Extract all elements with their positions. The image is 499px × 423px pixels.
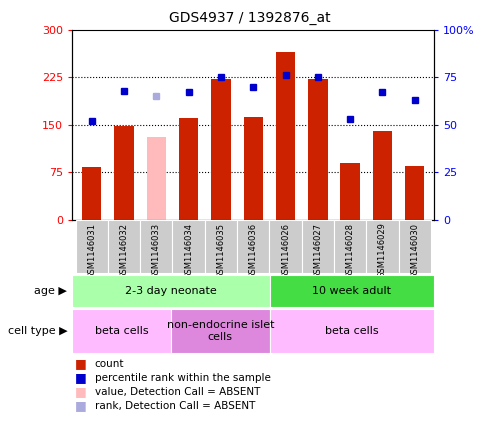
Text: GSM1146031: GSM1146031 [87, 222, 96, 279]
Bar [179, 118, 198, 220]
Bar [276, 52, 295, 220]
Bar [75, 220, 108, 273]
Text: count: count [95, 359, 124, 369]
Text: GSM1146027: GSM1146027 [313, 222, 322, 279]
Text: GSM1146034: GSM1146034 [184, 222, 193, 279]
Bar [205, 220, 237, 273]
Bar [72, 309, 171, 353]
Bar [82, 168, 101, 220]
Text: 2-3 day neonate: 2-3 day neonate [125, 286, 217, 296]
Bar [171, 309, 269, 353]
Text: GSM1146035: GSM1146035 [217, 222, 226, 279]
Bar [269, 275, 434, 307]
Text: GSM1146033: GSM1146033 [152, 222, 161, 279]
Text: ■: ■ [75, 357, 87, 370]
Bar [72, 275, 269, 307]
Bar [269, 309, 434, 353]
Bar [302, 220, 334, 273]
Text: cell type ▶: cell type ▶ [8, 326, 67, 336]
Text: GSM1146032: GSM1146032 [120, 222, 129, 279]
Bar [140, 220, 173, 273]
Text: rank, Detection Call = ABSENT: rank, Detection Call = ABSENT [95, 401, 255, 411]
Bar [340, 163, 360, 220]
Text: GSM1146026: GSM1146026 [281, 222, 290, 279]
Text: ■: ■ [75, 371, 87, 384]
Bar [147, 137, 166, 220]
Bar [405, 166, 425, 220]
Bar [244, 116, 263, 220]
Text: GSM1146036: GSM1146036 [249, 222, 258, 279]
Bar [114, 126, 134, 220]
Text: ■: ■ [75, 399, 87, 412]
Bar [108, 220, 140, 273]
Bar [366, 220, 399, 273]
Text: percentile rank within the sample: percentile rank within the sample [95, 373, 270, 383]
Text: GSM1146028: GSM1146028 [346, 222, 355, 279]
Bar [373, 131, 392, 220]
Text: non-endocrine islet
cells: non-endocrine islet cells [167, 320, 274, 342]
Text: beta cells: beta cells [325, 326, 379, 336]
Text: ■: ■ [75, 385, 87, 398]
Bar [211, 79, 231, 220]
Text: beta cells: beta cells [95, 326, 149, 336]
Bar [334, 220, 366, 273]
Text: 10 week adult: 10 week adult [312, 286, 391, 296]
Text: age ▶: age ▶ [34, 286, 67, 296]
Bar [237, 220, 269, 273]
Text: GDS4937 / 1392876_at: GDS4937 / 1392876_at [169, 11, 330, 25]
Bar [173, 220, 205, 273]
Text: GSM1146029: GSM1146029 [378, 222, 387, 278]
Text: value, Detection Call = ABSENT: value, Detection Call = ABSENT [95, 387, 260, 397]
Bar [308, 79, 327, 220]
Bar [269, 220, 302, 273]
Bar [399, 220, 431, 273]
Text: GSM1146030: GSM1146030 [410, 222, 419, 279]
